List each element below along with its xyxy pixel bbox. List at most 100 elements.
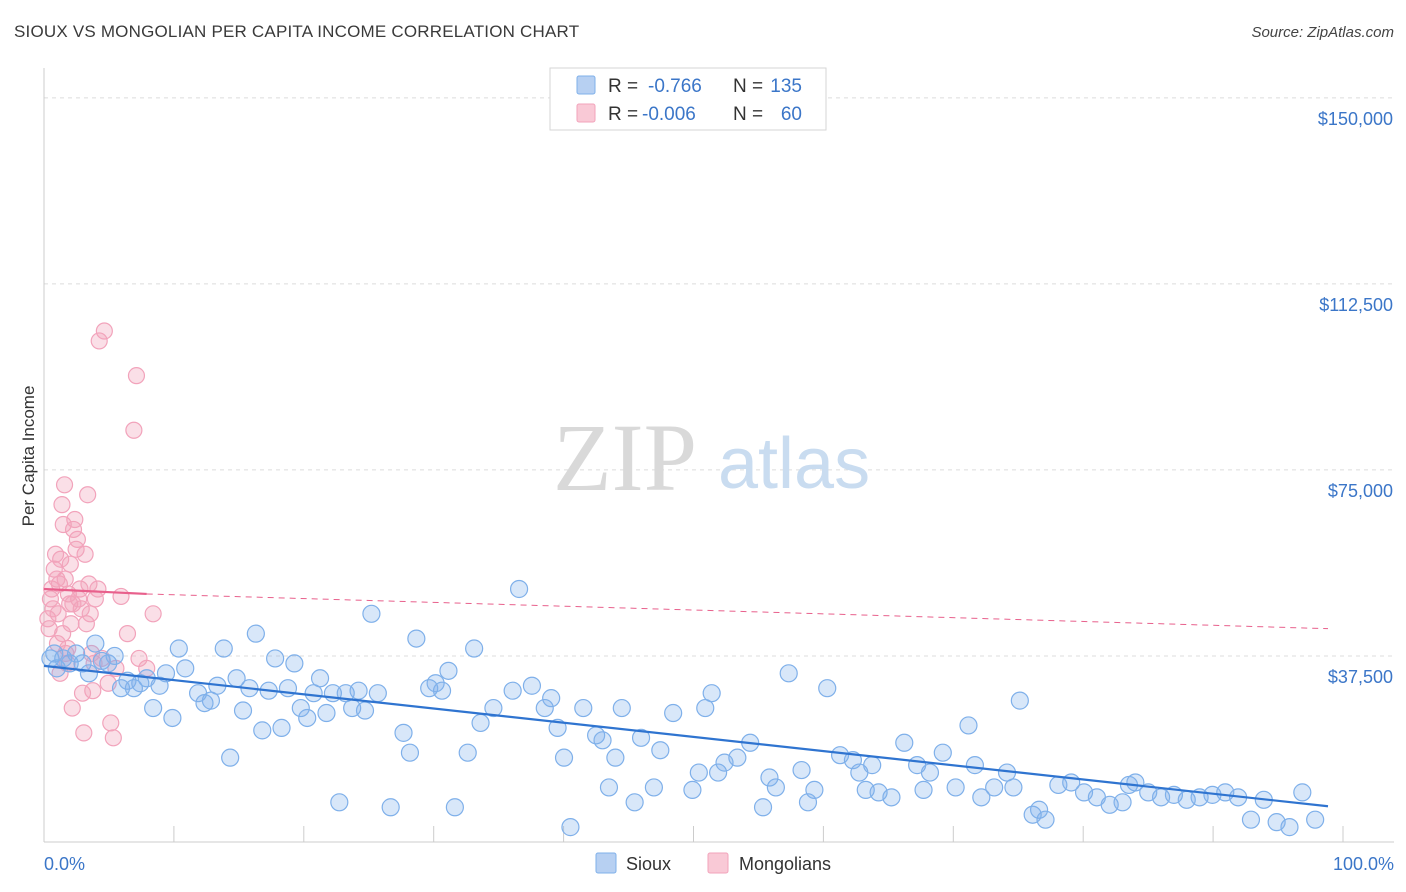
sioux-point <box>484 698 503 718</box>
sioux-point <box>554 748 574 767</box>
sioux-point <box>882 788 901 807</box>
mongolians-point <box>71 580 89 598</box>
y-tick-label: $112,500 <box>1319 295 1393 315</box>
x-tick-label-max: 100.0% <box>1333 854 1394 874</box>
sioux-point <box>933 743 952 762</box>
sioux-point <box>291 698 310 718</box>
sioux-point <box>965 756 985 775</box>
sioux-point <box>753 798 773 817</box>
y-tick-label: $150,000 <box>1318 109 1393 129</box>
mongolians-point <box>75 724 93 742</box>
sioux-point <box>66 644 86 663</box>
watermark-atlas: atlas <box>718 424 870 504</box>
sioux-point <box>728 748 747 767</box>
sioux-point <box>914 780 933 800</box>
sioux-point <box>542 689 561 708</box>
sioux-point <box>606 748 625 767</box>
sioux-point <box>86 634 105 653</box>
sioux-point <box>1036 810 1055 829</box>
sioux-point <box>863 756 882 775</box>
sioux-point <box>214 639 233 658</box>
sioux-point <box>163 708 182 728</box>
legend-n-label-mongolians: N = <box>733 104 763 125</box>
sioux-point <box>683 780 702 800</box>
legend-swatch-mongolians <box>576 103 596 123</box>
mongolians-point <box>64 595 82 613</box>
mongolians-point <box>44 600 62 618</box>
sioux-point <box>73 654 92 673</box>
sioux-point <box>272 718 291 737</box>
mongolians-point <box>81 605 99 623</box>
mongolians-trend-line <box>43 587 147 596</box>
sioux-point <box>689 763 708 782</box>
y-tick-label: $75,000 <box>1328 481 1393 501</box>
trend-lines <box>43 587 1329 808</box>
sioux-point <box>355 701 375 720</box>
sioux-point <box>471 713 490 733</box>
sioux-point <box>79 664 99 683</box>
sioux-point <box>233 701 253 720</box>
sioux-point <box>766 778 785 797</box>
sioux-point <box>631 728 651 747</box>
sioux-trend-line <box>43 664 1329 808</box>
watermark: ZIP atlas <box>553 404 870 511</box>
mongolians-point <box>82 644 101 663</box>
sioux-point <box>1113 793 1132 812</box>
sioux-point <box>349 681 368 700</box>
sioux-point <box>792 760 811 780</box>
sioux-points <box>41 579 1325 837</box>
legend-n-label-sioux: N = <box>733 76 763 97</box>
series-legend-swatch-sioux <box>595 852 617 874</box>
sioux-point <box>818 679 837 698</box>
mongolians-point <box>77 615 95 633</box>
sioux-point <box>1241 810 1261 829</box>
sioux-point <box>946 778 965 797</box>
sioux-point <box>176 659 195 678</box>
sioux-point <box>310 669 330 688</box>
series-legend-swatch-mongolians <box>707 852 729 874</box>
mongolians-point <box>79 486 97 504</box>
sioux-point <box>1010 691 1029 710</box>
sioux-point <box>574 698 593 718</box>
sioux-point <box>651 741 670 760</box>
watermark-zip: ZIP <box>553 404 697 511</box>
mongolians-point <box>54 625 72 643</box>
mongolians-point <box>68 530 86 548</box>
sioux-point <box>535 698 554 718</box>
sioux-point <box>593 731 612 750</box>
sioux-point <box>317 703 336 723</box>
sioux-point <box>1306 810 1325 829</box>
sioux-point <box>330 793 349 812</box>
sioux-point <box>394 723 413 742</box>
sioux-point <box>625 793 644 812</box>
mongolians-point <box>102 714 120 732</box>
sioux-point <box>111 679 131 698</box>
sioux-point <box>561 818 580 837</box>
sioux-point <box>45 644 64 663</box>
sioux-point <box>266 649 285 668</box>
chart-title: SIOUX VS MONGOLIAN PER CAPITA INCOME COR… <box>14 22 580 41</box>
sioux-point <box>439 661 458 680</box>
mongolians-point <box>55 476 74 494</box>
sioux-point <box>895 733 914 752</box>
correlation-legend: R = -0.766 N = 135 R = -0.006 N = 60 <box>549 67 827 131</box>
legend-box <box>549 67 827 131</box>
mongolians-point <box>125 421 143 439</box>
sioux-point <box>702 684 721 703</box>
mongolians-point <box>89 580 107 598</box>
sioux-point <box>985 778 1004 797</box>
sioux-point <box>779 664 798 683</box>
mongolians-point <box>66 510 84 529</box>
sioux-point <box>105 646 124 666</box>
sioux-point <box>458 743 477 762</box>
sioux-point <box>959 716 978 735</box>
mongolians-point <box>76 545 94 563</box>
sioux-point <box>381 798 400 817</box>
sioux-point <box>400 743 420 762</box>
mongolians-point <box>52 550 70 568</box>
sioux-point <box>432 681 452 700</box>
legend-n-value-mongolians: 60 <box>781 104 802 125</box>
y-tick-label: $37,500 <box>1328 667 1393 687</box>
sioux-point <box>144 698 163 718</box>
